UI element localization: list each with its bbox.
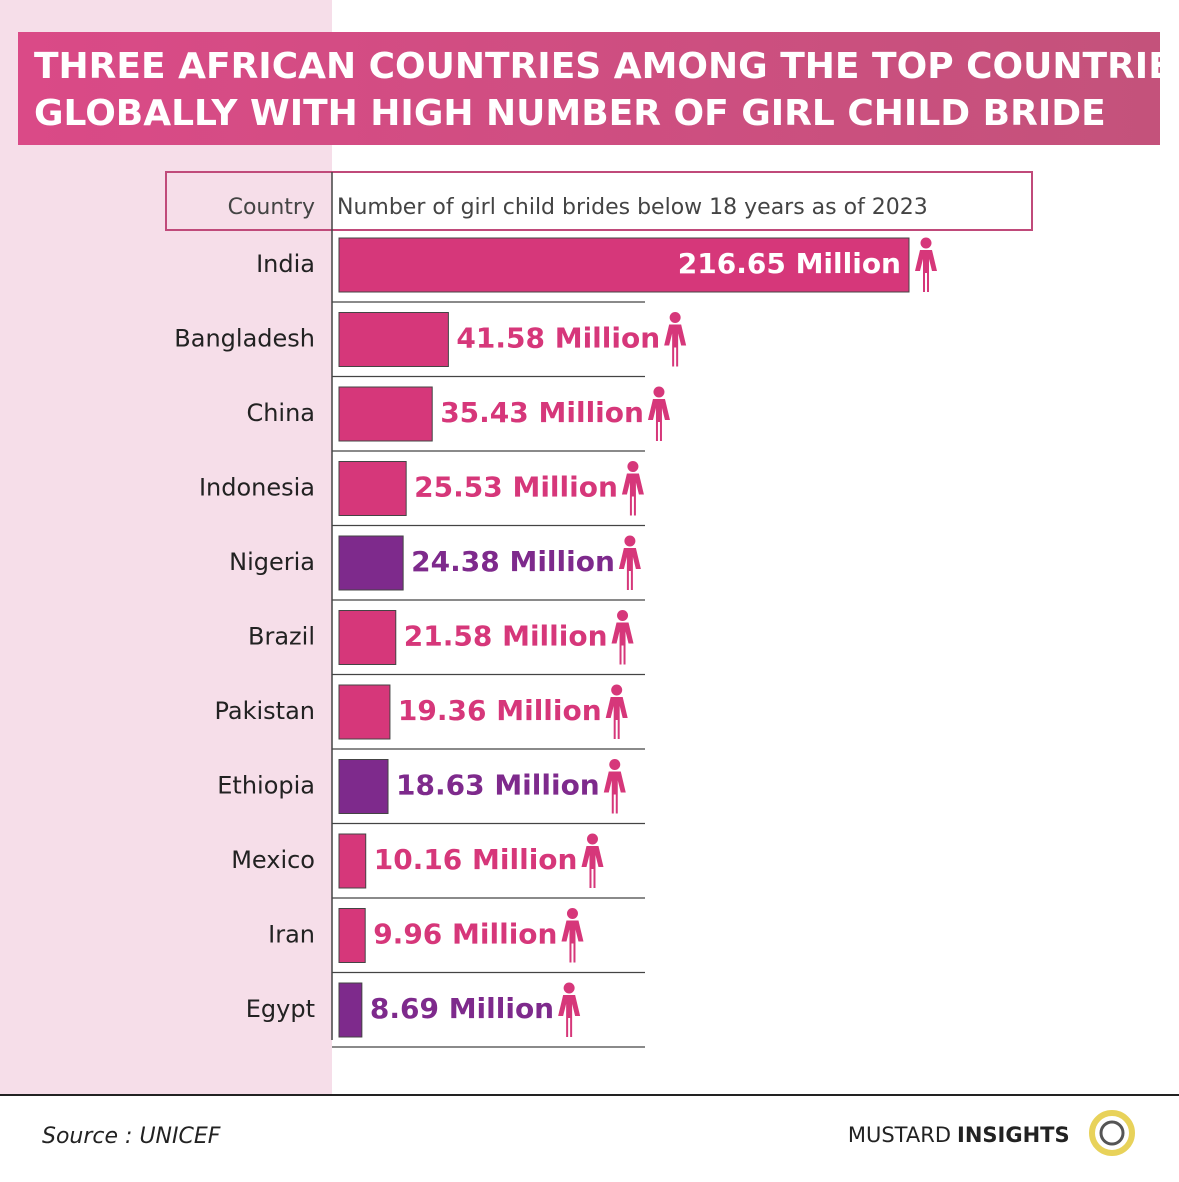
female-icon [621, 461, 644, 516]
female-icon [605, 684, 628, 739]
category-label: Indonesia [199, 474, 315, 502]
bar [338, 833, 367, 889]
value-label: 19.36 Million [398, 694, 602, 727]
value-label: 21.58 Million [404, 620, 608, 653]
category-label: Pakistan [215, 697, 316, 725]
source: Source : UNICEF [42, 1124, 221, 1149]
female-icon [558, 982, 581, 1037]
category-label: Egypt [246, 995, 315, 1023]
value-label: 216.65 Million [678, 247, 901, 280]
category-label: Ethiopia [217, 772, 315, 800]
female-icon [664, 312, 687, 367]
bar [338, 461, 407, 516]
category-header: Country [228, 195, 315, 220]
bar [338, 386, 433, 442]
brand-logo [1089, 1110, 1135, 1156]
category-label: India [256, 250, 315, 278]
value-label: 9.96 Million [373, 918, 557, 951]
bar [338, 759, 389, 814]
brand-bold: INSIGHTS [957, 1123, 1070, 1147]
value-label: 18.63 Million [396, 769, 600, 802]
header-box [165, 171, 1033, 231]
brand-logo [1099, 1120, 1125, 1146]
bar [338, 684, 391, 740]
chart-title: THREE AFRICAN COUNTRIES AMONG THE TOP CO… [34, 46, 1179, 87]
value-label: 35.43 Million [440, 396, 644, 429]
value-label: 25.53 Million [414, 471, 618, 504]
value-header: Number of girl child brides below 18 yea… [337, 195, 928, 220]
category-label: Iran [268, 921, 315, 949]
bar [338, 237, 910, 293]
female-icon [915, 237, 937, 292]
female-icon [561, 908, 584, 963]
female-icon [647, 386, 670, 441]
value-label: 10.16 Million [374, 843, 578, 876]
category-label: Brazil [248, 623, 315, 651]
value-label: 41.58 Million [456, 322, 660, 355]
female-icon [618, 535, 641, 590]
category-label: Mexico [231, 846, 315, 874]
bar [338, 535, 404, 591]
category-label: China [246, 399, 315, 427]
bar [338, 312, 449, 367]
category-label: Nigeria [229, 548, 315, 576]
female-icon [611, 610, 634, 665]
value-label: 8.69 Million [370, 992, 554, 1025]
brand: MUSTARD [848, 1123, 951, 1147]
value-label: 24.38 Million [411, 545, 615, 578]
bar [338, 610, 397, 665]
bar [338, 982, 363, 1038]
title-box [18, 32, 1160, 145]
female-icon [603, 759, 626, 814]
chart-title: GLOBALLY WITH HIGH NUMBER OF GIRL CHILD … [34, 93, 1106, 134]
category-label: Bangladesh [174, 325, 315, 353]
female-icon [581, 833, 604, 888]
bar [338, 908, 366, 963]
